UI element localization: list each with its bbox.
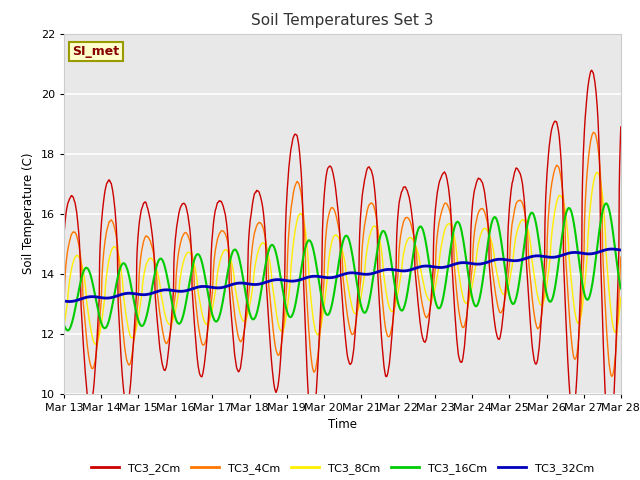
TC3_8Cm bbox=[617, 295, 625, 300]
Line: TC3_2Cm: TC3_2Cm bbox=[64, 70, 621, 445]
TC3_16Cm bbox=[184, 287, 192, 293]
Line: TC3_32Cm: TC3_32Cm bbox=[64, 249, 621, 301]
TC3_8Cm bbox=[246, 298, 254, 304]
TC3_4Cm bbox=[246, 271, 254, 277]
Y-axis label: Soil Temperature (C): Soil Temperature (C) bbox=[22, 153, 35, 275]
TC3_16Cm bbox=[551, 285, 559, 290]
TC3_16Cm bbox=[429, 288, 437, 293]
TC3_4Cm bbox=[617, 254, 625, 260]
TC3_16Cm bbox=[246, 312, 254, 318]
TC3_2Cm bbox=[617, 124, 625, 130]
Title: Soil Temperatures Set 3: Soil Temperatures Set 3 bbox=[251, 13, 434, 28]
TC3_2Cm bbox=[588, 67, 595, 73]
TC3_8Cm bbox=[60, 324, 68, 329]
TC3_32Cm bbox=[171, 288, 179, 294]
TC3_4Cm bbox=[608, 373, 616, 379]
TC3_2Cm bbox=[60, 231, 68, 237]
TC3_32Cm bbox=[184, 287, 192, 293]
TC3_32Cm bbox=[551, 254, 559, 260]
TC3_8Cm bbox=[171, 311, 179, 317]
TC3_8Cm bbox=[92, 341, 100, 347]
TC3_16Cm bbox=[602, 201, 610, 206]
TC3_32Cm bbox=[608, 246, 616, 252]
TC3_4Cm bbox=[184, 232, 191, 238]
TC3_32Cm bbox=[246, 281, 254, 287]
TC3_2Cm bbox=[246, 218, 254, 224]
TC3_4Cm bbox=[170, 300, 178, 306]
TC3_32Cm bbox=[502, 257, 509, 263]
TC3_2Cm bbox=[429, 272, 436, 277]
TC3_32Cm bbox=[429, 264, 437, 270]
Line: TC3_8Cm: TC3_8Cm bbox=[64, 172, 621, 344]
TC3_8Cm bbox=[502, 290, 509, 296]
TC3_32Cm bbox=[617, 247, 625, 253]
TC3_16Cm bbox=[60, 322, 68, 328]
TC3_16Cm bbox=[502, 272, 509, 278]
TC3_2Cm bbox=[551, 119, 559, 124]
TC3_8Cm bbox=[429, 293, 437, 299]
TC3_8Cm bbox=[593, 169, 601, 175]
TC3_16Cm bbox=[64, 327, 72, 333]
X-axis label: Time: Time bbox=[328, 418, 357, 431]
Legend: TC3_2Cm, TC3_4Cm, TC3_8Cm, TC3_16Cm, TC3_32Cm: TC3_2Cm, TC3_4Cm, TC3_8Cm, TC3_16Cm, TC3… bbox=[86, 458, 598, 478]
TC3_2Cm bbox=[502, 286, 509, 292]
TC3_4Cm bbox=[429, 288, 436, 294]
TC3_8Cm bbox=[551, 207, 559, 213]
Line: TC3_16Cm: TC3_16Cm bbox=[64, 204, 621, 330]
TC3_2Cm bbox=[184, 212, 191, 217]
TC3_2Cm bbox=[605, 442, 613, 448]
TC3_4Cm bbox=[551, 167, 559, 172]
TC3_32Cm bbox=[65, 299, 73, 304]
TC3_32Cm bbox=[60, 298, 68, 304]
Line: TC3_4Cm: TC3_4Cm bbox=[64, 132, 621, 376]
TC3_2Cm bbox=[170, 251, 178, 256]
TC3_4Cm bbox=[589, 130, 597, 135]
TC3_16Cm bbox=[617, 286, 625, 291]
TC3_16Cm bbox=[171, 312, 179, 318]
TC3_4Cm bbox=[502, 293, 509, 299]
Text: SI_met: SI_met bbox=[72, 45, 120, 58]
TC3_8Cm bbox=[184, 250, 192, 255]
TC3_4Cm bbox=[60, 301, 68, 307]
